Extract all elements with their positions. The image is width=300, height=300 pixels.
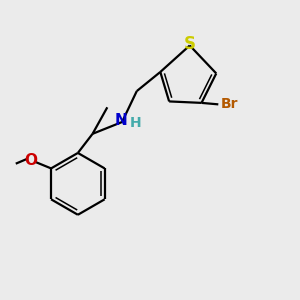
Text: Br: Br xyxy=(221,98,238,111)
Text: O: O xyxy=(25,153,38,168)
Text: N: N xyxy=(115,113,128,128)
Text: H: H xyxy=(130,116,141,130)
Text: S: S xyxy=(184,35,196,53)
